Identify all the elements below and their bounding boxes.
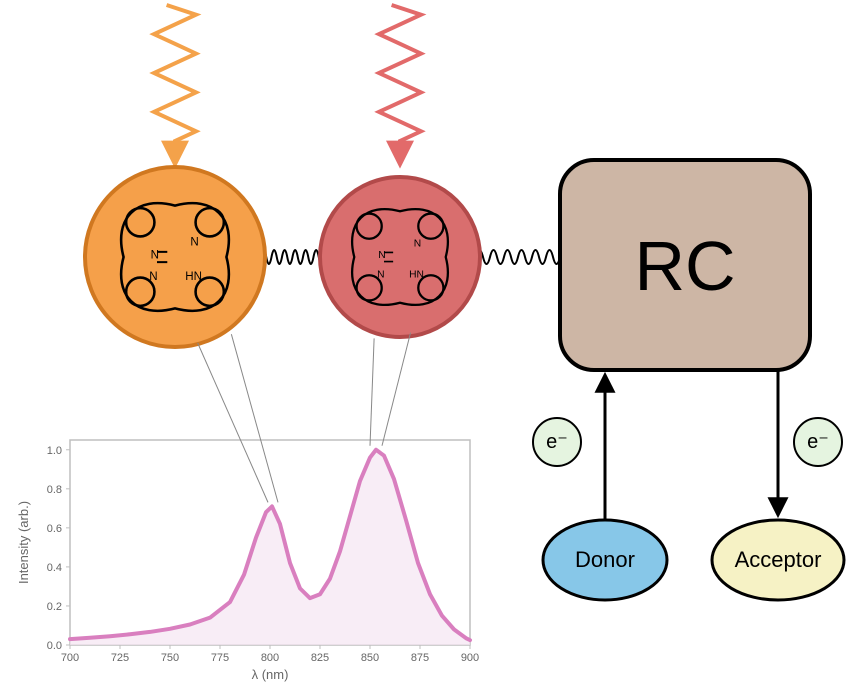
rc-label: RC: [634, 227, 735, 305]
ytick-label: 0.4: [47, 562, 62, 574]
wiggle-left-right: [261, 250, 324, 264]
ytick-label: 1.0: [47, 445, 62, 457]
xtick-label: 700: [61, 652, 79, 664]
electron-left-label: e⁻: [546, 431, 568, 453]
photon-right: [379, 5, 421, 163]
electron-right-label: e⁻: [807, 431, 829, 453]
wiggle-right-rc: [476, 250, 560, 264]
ytick-label: 0.0: [47, 640, 62, 652]
guide-right-b: [382, 333, 411, 446]
donor-label: Donor: [575, 547, 635, 572]
svg-text:HN: HN: [409, 270, 424, 281]
xtick-label: 850: [361, 652, 379, 664]
xtick-label: 875: [411, 652, 429, 664]
acceptor-label: Acceptor: [735, 547, 822, 572]
ytick-label: 0.6: [47, 523, 62, 535]
xtick-label: 800: [261, 652, 279, 664]
molecule-right: [320, 177, 480, 337]
ytick-label: 0.8: [47, 484, 62, 496]
svg-text:N: N: [149, 271, 157, 283]
guide-right-a: [370, 338, 374, 445]
ytick-label: 0.2: [47, 601, 62, 613]
xtick-label: 825: [311, 652, 329, 664]
svg-text:N: N: [378, 250, 385, 261]
xtick-label: 725: [111, 652, 129, 664]
photon-left: [154, 5, 196, 163]
xtick-label: 900: [461, 652, 479, 664]
xtick-label: 775: [211, 652, 229, 664]
svg-text:N: N: [377, 270, 384, 281]
svg-text:N: N: [414, 239, 421, 250]
xlabel: λ (nm): [252, 667, 289, 682]
svg-text:HN: HN: [185, 271, 202, 283]
molecule-left: [85, 167, 265, 347]
svg-text:N: N: [190, 236, 198, 248]
xtick-label: 750: [161, 652, 179, 664]
ylabel: Intensity (arb.): [16, 501, 31, 584]
svg-text:N: N: [151, 249, 159, 261]
